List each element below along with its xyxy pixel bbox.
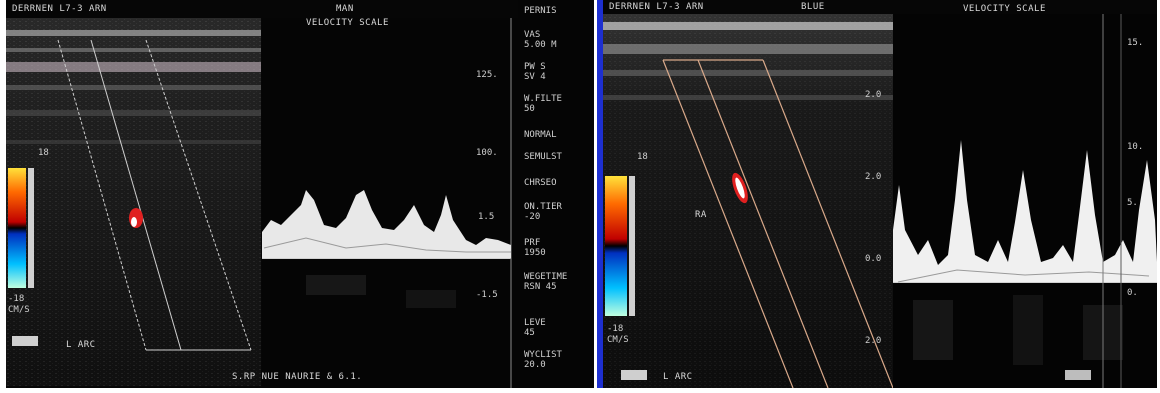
- param-item-11: LEVE 45: [524, 318, 546, 338]
- left-header-mode: MAN: [336, 4, 354, 14]
- left-footer-text: S.RP NUE NAURIE & 6.1.: [232, 372, 363, 382]
- param-item-5: NORMAL: [524, 130, 557, 140]
- left-colorbar-top-label: 18: [38, 148, 49, 158]
- right-vessel-label: L ARC: [663, 372, 693, 382]
- param-item-10: WEGETIME RSN 45: [524, 272, 568, 292]
- left-header-title: DERRNEN L7-3 ARN: [12, 4, 107, 14]
- param-item-1: PERNIS: [524, 6, 557, 16]
- left-vessel-label: L ARC: [66, 340, 96, 350]
- left-doppler-tick-4: -1.5: [476, 290, 498, 300]
- right-mid-tick-2: 2.0: [865, 172, 882, 182]
- right-doppler-tick-3: 5.: [1127, 198, 1138, 208]
- right-mid-tick-4: 2.0: [865, 336, 882, 346]
- left-doppler-tick-1: 125.: [476, 70, 498, 80]
- left-ultrasound-panel: DERRNEN L7-3 ARN MAN VELOCITY SCALE 125.…: [6, 0, 518, 388]
- left-ultrasound-graphic: [6, 18, 518, 388]
- parameter-strip: PERNIS VAS 5.00 M PW S SV 4 W.FILTE 50 N…: [518, 0, 594, 388]
- left-doppler-header: VELOCITY SCALE: [306, 18, 389, 28]
- param-item-12: WYCLIST 20.0: [524, 350, 562, 370]
- right-ultrasound-panel: DERRNEN L7-3 ARN BLUE VELOCITY SCALE 15.…: [603, 0, 1157, 388]
- right-doppler-tick-1: 15.: [1127, 38, 1144, 48]
- right-mid-tick-1: 2.0: [865, 90, 882, 100]
- right-vessel-tag: RA: [695, 210, 707, 220]
- right-header-title: DERRNEN L7-3 ARN: [609, 2, 704, 12]
- param-item-6: SEMULST: [524, 152, 562, 162]
- right-colorbar-unit: CM/S: [607, 335, 629, 345]
- left-doppler-tick-2: 100.: [476, 148, 498, 158]
- param-item-7: CHRSEO: [524, 178, 557, 188]
- right-colorbar-bottom-label: -18: [607, 324, 624, 334]
- right-ultrasound-graphic: [603, 14, 1157, 388]
- param-item-9: PRF 1950: [524, 238, 546, 258]
- blue-divider: [597, 0, 603, 388]
- right-doppler-tick-2: 10.: [1127, 142, 1144, 152]
- param-item-8: ON.TIER -20: [524, 202, 562, 222]
- right-doppler-tick-4: 0.: [1127, 288, 1138, 298]
- right-colorbar-top-label: 18: [637, 152, 648, 162]
- right-doppler-header: VELOCITY SCALE: [963, 4, 1046, 14]
- left-colorbar-bottom-label: -18: [8, 294, 25, 304]
- left-colorbar-unit: CM/S: [8, 305, 30, 315]
- param-item-3: PW S SV 4: [524, 62, 546, 82]
- right-header-mode: BLUE: [801, 2, 825, 12]
- right-mid-tick-3: 0.0: [865, 254, 882, 264]
- param-item-4: W.FILTE 50: [524, 94, 562, 114]
- param-item-2: VAS 5.00 M: [524, 30, 557, 50]
- left-doppler-tick-3: 1.5: [478, 212, 495, 222]
